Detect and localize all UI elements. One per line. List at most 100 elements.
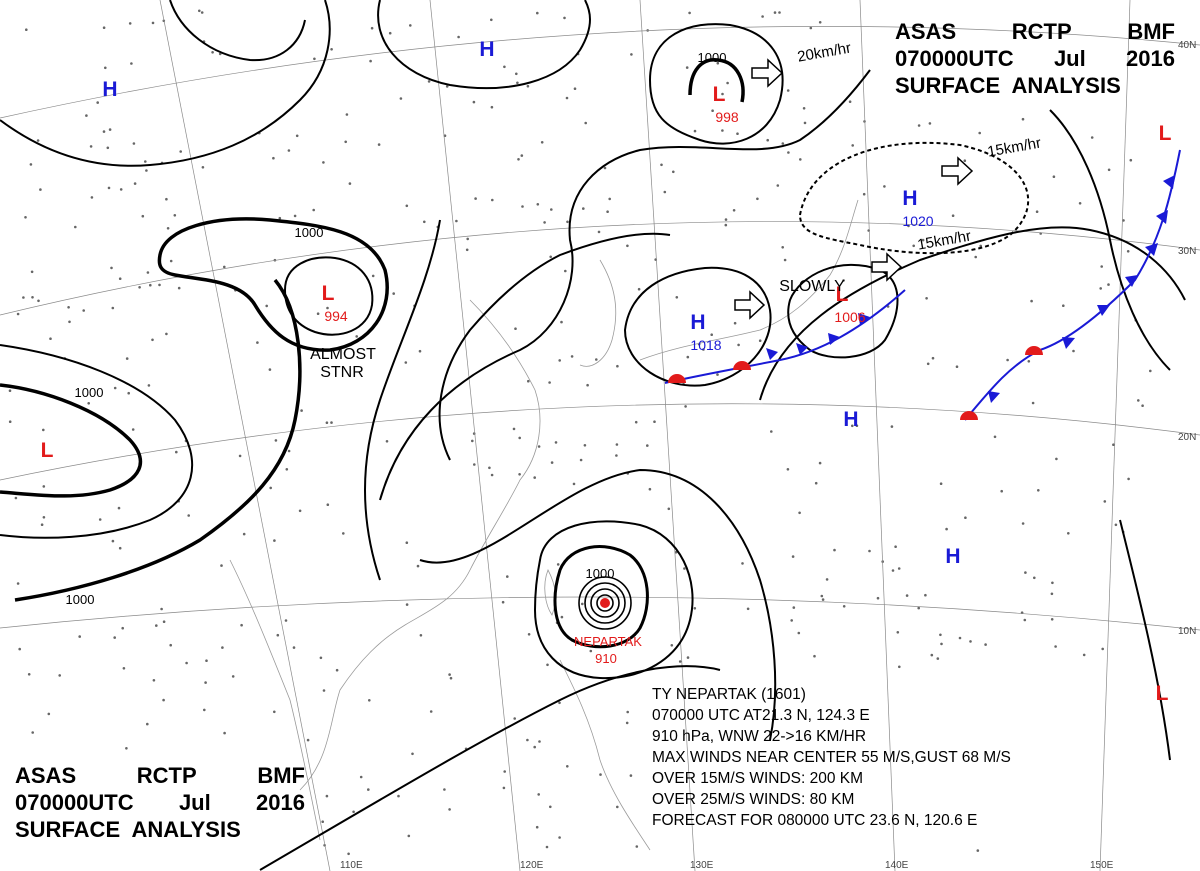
typhoon-rings (578, 576, 632, 630)
station-dot (506, 575, 509, 578)
station-dot (533, 476, 536, 479)
station-dot (1107, 168, 1111, 172)
station-dot (758, 339, 762, 343)
station-dot (205, 659, 208, 662)
station-dot (1072, 349, 1075, 353)
station-dot (773, 11, 777, 14)
isobar-west-1000 (0, 383, 142, 498)
station-dot (630, 53, 633, 56)
station-dot (345, 113, 349, 116)
station-dot (106, 146, 110, 150)
isobar-south-arc (259, 665, 721, 871)
station-dot (490, 105, 494, 109)
station-dot (726, 81, 729, 85)
station-dot (392, 292, 396, 295)
header-title: SURFACE ANALYSIS (895, 73, 1121, 98)
station-dot (814, 481, 818, 485)
station-dot (1051, 581, 1054, 585)
station-dot (25, 28, 28, 32)
station-dot (359, 775, 363, 779)
station-dot (501, 600, 505, 604)
station-dot (298, 509, 302, 513)
system-l-mongolia-pressure: 994 (324, 308, 348, 324)
isobar-l1006 (787, 263, 899, 359)
station-dot (488, 466, 491, 470)
station-dot (558, 359, 561, 362)
station-dot (113, 386, 117, 390)
station-dot (133, 182, 137, 185)
station-dot (369, 59, 372, 63)
station-dot (969, 640, 972, 643)
isobar-east-ridge (759, 226, 1186, 401)
station-dot (37, 299, 40, 303)
station-dot (597, 230, 601, 234)
station-dot (514, 327, 517, 331)
typhoon-pressure: 910 (595, 651, 617, 666)
station-dot (273, 539, 276, 542)
station-dot (955, 365, 959, 369)
station-dot (455, 219, 458, 223)
station-dot (1030, 299, 1033, 303)
lon-110e: 110E (340, 860, 363, 871)
station-dot (1114, 523, 1118, 527)
typhoon-label: NEPARTAK 910 (574, 634, 642, 666)
system-h-pac2-letter: H (945, 545, 960, 568)
station-dot (335, 668, 339, 672)
station-dot (448, 673, 451, 676)
station-dot (111, 306, 115, 310)
station-dot (1103, 500, 1107, 503)
graticule-labels: 40N 30N 20N 10N 110E 120E 130E 140E 150E (340, 40, 1196, 871)
station-dot (566, 220, 569, 224)
philippines (559, 659, 651, 851)
station-dot (220, 564, 223, 567)
station-dot (151, 21, 155, 25)
station-dot (615, 443, 619, 446)
isobar-label-mongolia: 1000 (295, 225, 324, 240)
station-dot (370, 26, 374, 30)
typhoon-maxwind-line: MAX WINDS NEAR CENTER 55 M/S,GUST 68 M/S (652, 749, 1011, 766)
station-dot (405, 541, 409, 544)
station-dot (272, 156, 275, 160)
china-coast (299, 299, 541, 791)
station-dot (921, 238, 925, 242)
station-dot (287, 449, 291, 453)
station-dot (802, 107, 806, 110)
lat-30n: 30N (1178, 246, 1196, 257)
isobar-nn-outer (648, 23, 784, 145)
station-dot (634, 420, 638, 424)
station-dot (165, 197, 168, 201)
station-dot (958, 636, 962, 640)
station-dot (177, 286, 181, 290)
station-dot (898, 665, 901, 669)
station-dot (1129, 158, 1133, 162)
arrow-h1020 (941, 156, 974, 186)
station-dot (502, 786, 506, 790)
station-dot (549, 805, 552, 809)
typhoon-name: NEPARTAK (574, 634, 642, 649)
header-bottom-left: ASAS RCTP BMF 070000UTC Jul 2016 SURFACE… (15, 762, 305, 843)
station-dot (330, 48, 333, 51)
station-dot (683, 567, 686, 570)
system-h-1020-letter: H (902, 187, 917, 210)
station-dot (786, 468, 790, 471)
header-time: 070000UTC (15, 790, 134, 815)
station-dot (538, 740, 541, 743)
station-dot (917, 124, 921, 127)
lat-10n: 10N (1178, 626, 1196, 637)
motion-label-almost: ALMOST (310, 346, 376, 363)
station-dot (1031, 401, 1035, 405)
isobar-h1018 (623, 266, 772, 387)
station-dot (141, 214, 145, 218)
station-dot (457, 35, 460, 39)
station-dot (503, 65, 506, 69)
header-source-1: ASAS (895, 19, 957, 44)
station-dot (465, 248, 469, 252)
station-dot (36, 139, 40, 142)
station-dot (608, 197, 611, 201)
station-dot (78, 635, 81, 638)
station-dot (448, 808, 451, 811)
station-dot (30, 270, 34, 274)
station-dot (231, 675, 235, 678)
station-dot (565, 96, 569, 100)
station-dot (599, 773, 602, 776)
